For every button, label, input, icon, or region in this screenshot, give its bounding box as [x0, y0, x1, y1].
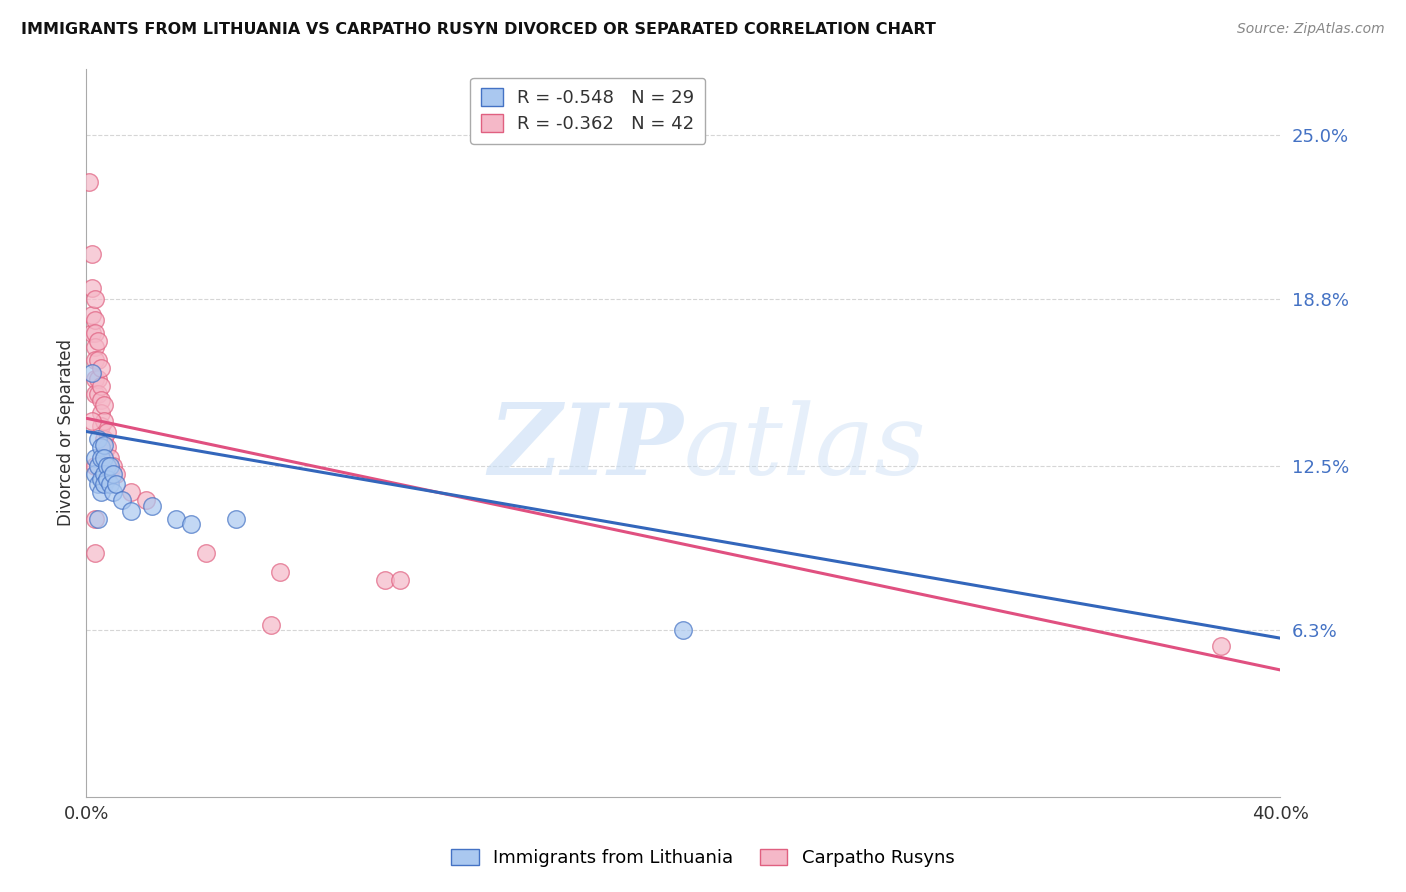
Point — [84, 353, 107, 368]
Point — [87, 334, 110, 349]
Point — [90, 360, 112, 375]
Point — [374, 573, 396, 587]
Point — [90, 485, 112, 500]
Point — [98, 458, 121, 473]
Point — [87, 387, 110, 401]
Point — [87, 433, 110, 447]
Point — [93, 398, 115, 412]
Point — [84, 340, 107, 354]
Point — [101, 467, 124, 481]
Point — [93, 467, 115, 481]
Point — [90, 472, 112, 486]
Point — [87, 458, 110, 473]
Legend: R = -0.548   N = 29, R = -0.362   N = 42: R = -0.548 N = 29, R = -0.362 N = 42 — [471, 78, 706, 144]
Point — [84, 313, 107, 327]
Point — [135, 493, 157, 508]
Point — [84, 458, 107, 473]
Point — [87, 353, 110, 368]
Point — [87, 477, 110, 491]
Point — [96, 441, 118, 455]
Point — [260, 618, 283, 632]
Point — [84, 546, 107, 560]
Point — [77, 176, 100, 190]
Point — [105, 467, 128, 481]
Point — [84, 512, 107, 526]
Point — [82, 308, 104, 322]
Point — [82, 366, 104, 380]
Point — [388, 573, 411, 587]
Point — [93, 446, 115, 460]
Point — [82, 281, 104, 295]
Point — [96, 425, 118, 439]
Point — [101, 458, 124, 473]
Point — [90, 450, 112, 465]
Point — [194, 546, 217, 560]
Point — [1209, 639, 1232, 653]
Point — [82, 414, 104, 428]
Point — [90, 441, 112, 455]
Point — [141, 499, 163, 513]
Point — [93, 477, 115, 491]
Point — [98, 477, 121, 491]
Point — [82, 326, 104, 341]
Point — [90, 419, 112, 434]
Point — [180, 517, 202, 532]
Point — [269, 565, 291, 579]
Point — [82, 247, 104, 261]
Point — [90, 406, 112, 420]
Point — [93, 438, 115, 452]
Point — [90, 392, 112, 407]
Point — [93, 414, 115, 428]
Point — [87, 371, 110, 385]
Point — [84, 371, 107, 385]
Point — [96, 472, 118, 486]
Legend: Immigrants from Lithuania, Carpatho Rusyns: Immigrants from Lithuania, Carpatho Rusy… — [444, 841, 962, 874]
Point — [84, 326, 107, 341]
Point — [84, 292, 107, 306]
Point — [165, 512, 187, 526]
Point — [111, 493, 134, 508]
Point — [101, 485, 124, 500]
Text: ZIP: ZIP — [488, 399, 683, 496]
Point — [225, 512, 247, 526]
Point — [93, 450, 115, 465]
Point — [105, 477, 128, 491]
Y-axis label: Divorced or Separated: Divorced or Separated — [58, 339, 75, 526]
Text: IMMIGRANTS FROM LITHUANIA VS CARPATHO RUSYN DIVORCED OR SEPARATED CORRELATION CH: IMMIGRANTS FROM LITHUANIA VS CARPATHO RU… — [21, 22, 936, 37]
Text: Source: ZipAtlas.com: Source: ZipAtlas.com — [1237, 22, 1385, 37]
Point — [93, 433, 115, 447]
Point — [120, 504, 142, 518]
Point — [90, 379, 112, 393]
Point — [84, 450, 107, 465]
Point — [98, 450, 121, 465]
Point — [120, 485, 142, 500]
Point — [84, 387, 107, 401]
Point — [672, 624, 695, 638]
Point — [96, 458, 118, 473]
Text: atlas: atlas — [683, 400, 927, 495]
Point — [87, 512, 110, 526]
Point — [84, 467, 107, 481]
